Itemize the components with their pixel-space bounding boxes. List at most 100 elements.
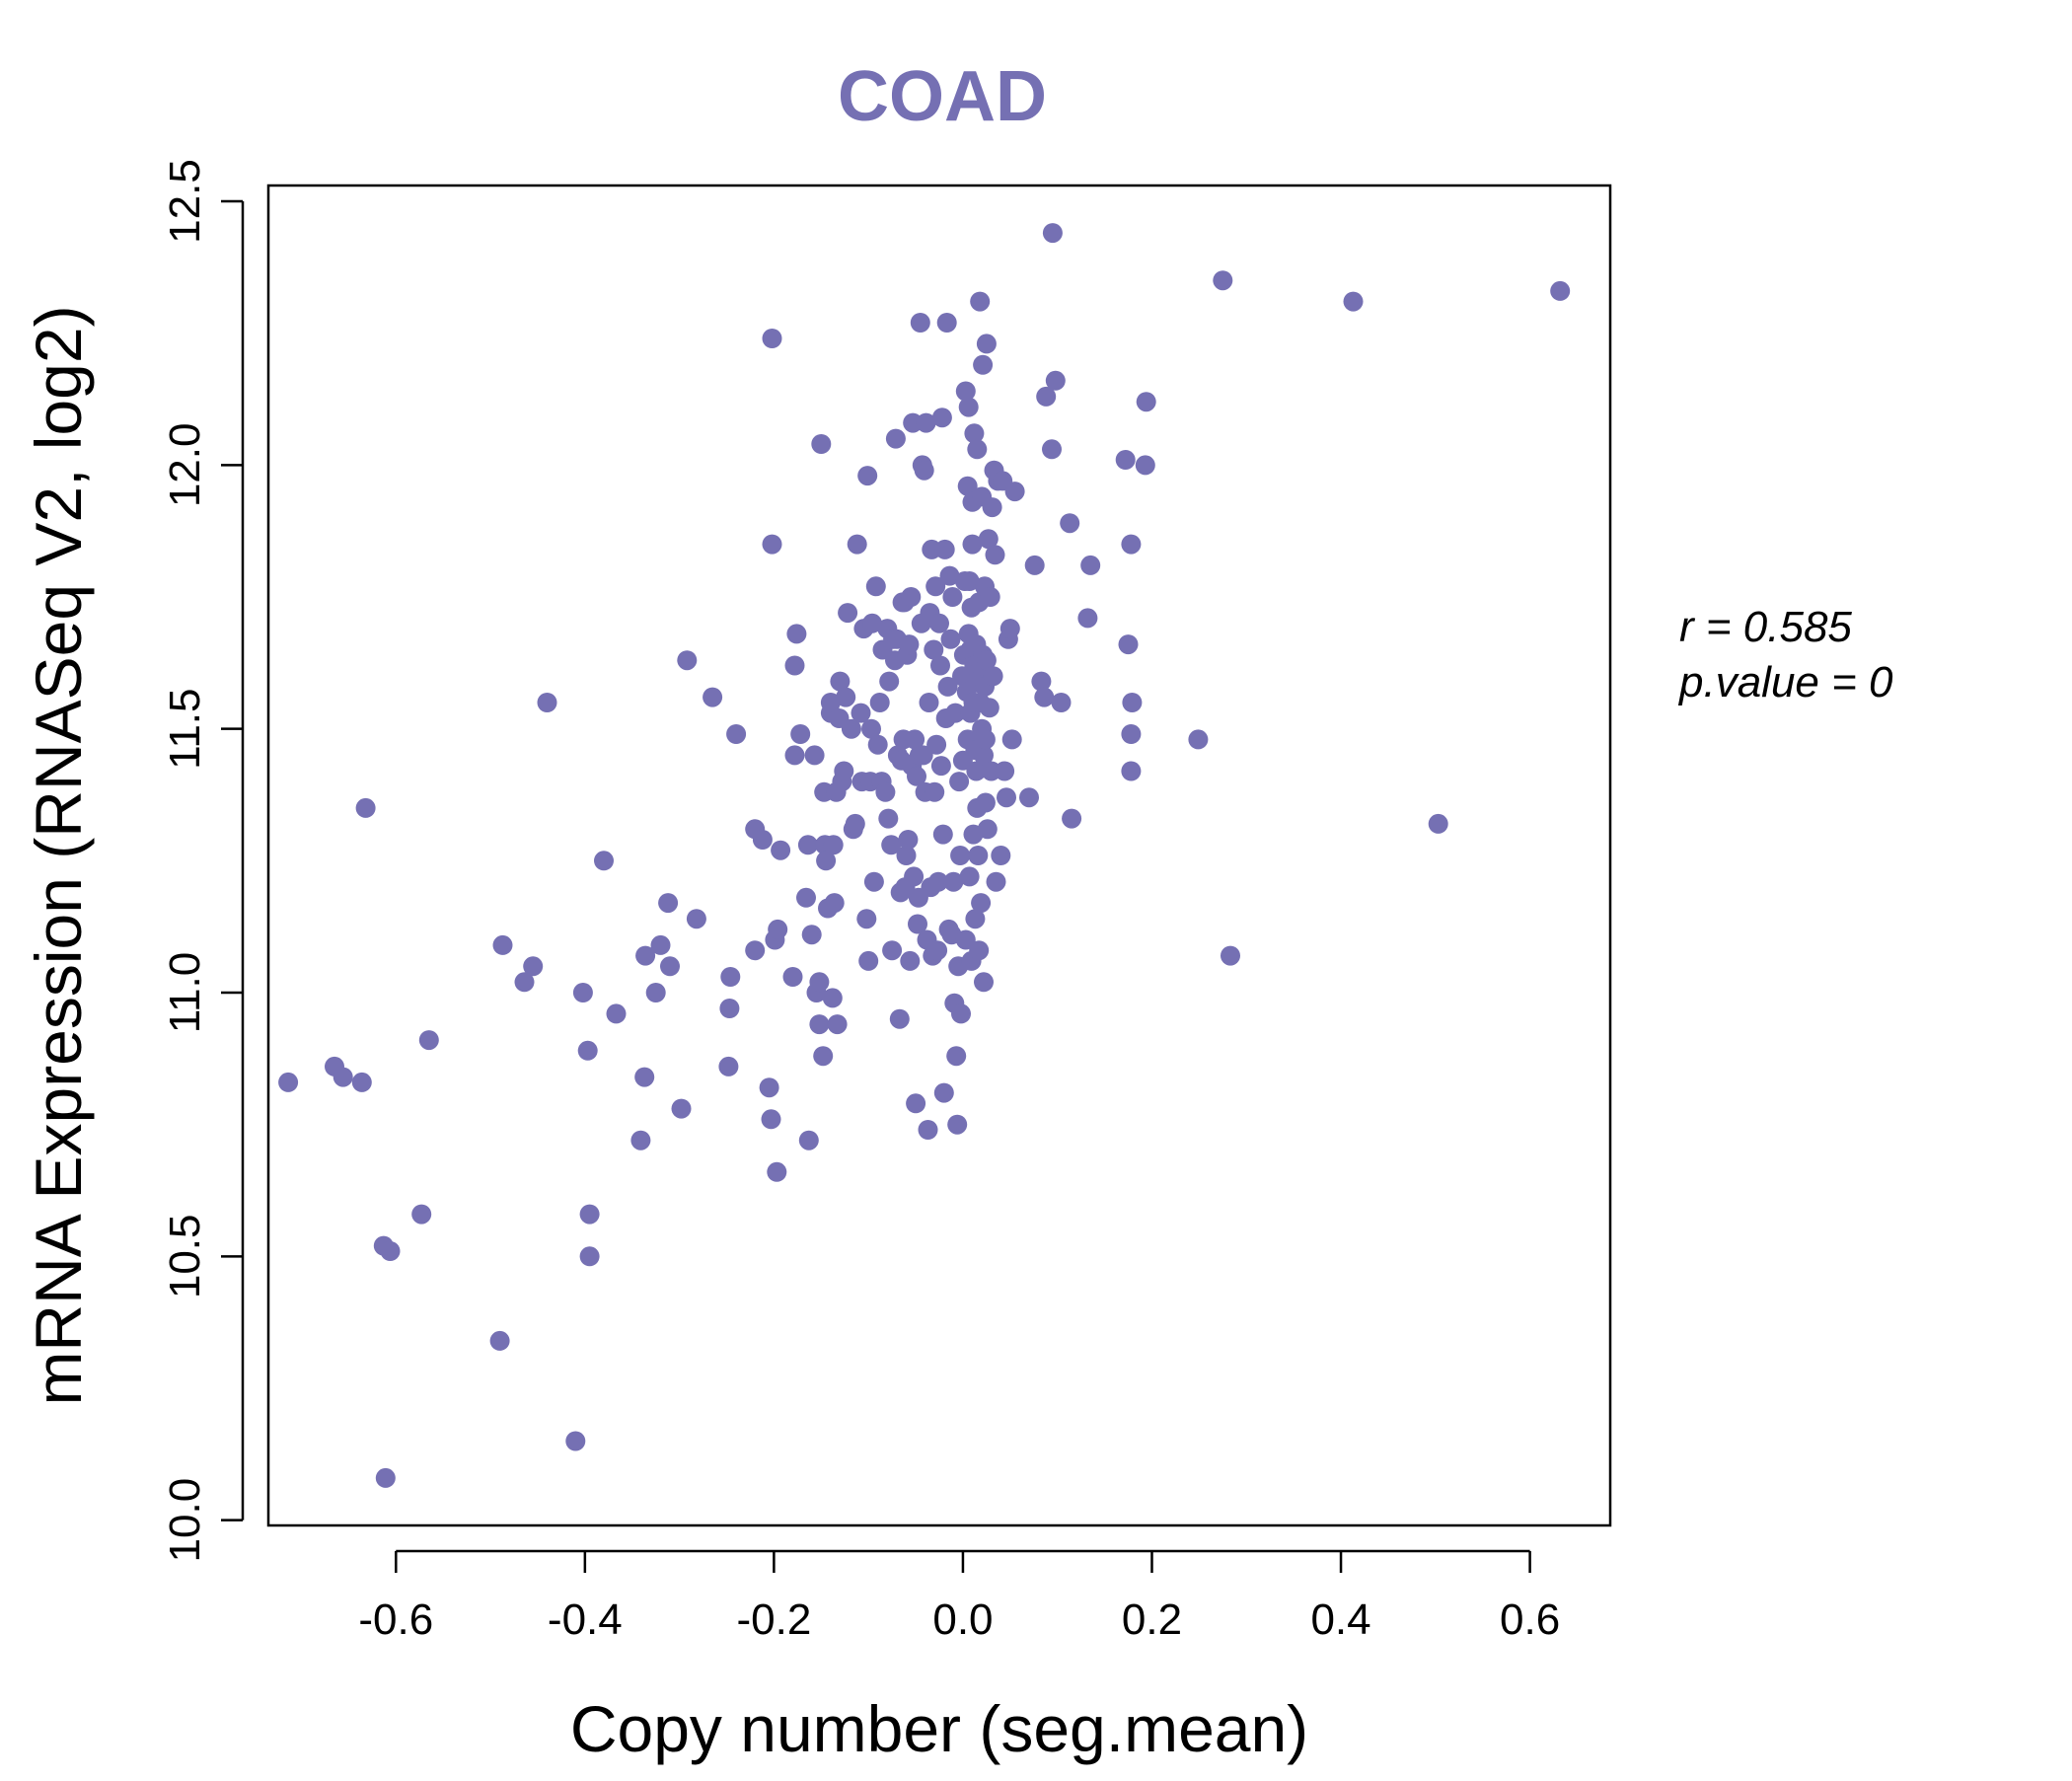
data-point <box>913 745 933 766</box>
x-axis-title: Copy number (seg.mean) <box>570 1692 1308 1765</box>
data-point <box>822 988 843 1008</box>
y-tick-label: 10.5 <box>161 1215 209 1299</box>
data-point <box>857 466 878 486</box>
data-point <box>964 423 985 444</box>
data-point <box>579 1246 600 1267</box>
y-tick-label: 12.5 <box>161 159 209 244</box>
data-point <box>658 893 679 914</box>
data-point <box>333 1067 353 1087</box>
data-point <box>943 871 964 892</box>
data-point <box>1031 671 1052 692</box>
data-point <box>1136 392 1156 412</box>
data-point <box>861 718 881 739</box>
x-axis: -0.6 -0.4 -0.2 0.0 0.2 0.4 0.6 <box>358 1549 1560 1644</box>
data-point <box>813 1046 834 1067</box>
data-point <box>973 354 994 375</box>
data-point <box>862 613 882 633</box>
data-point <box>645 983 666 1002</box>
y-tick-label: 10.0 <box>161 1478 209 1563</box>
data-point <box>974 745 994 766</box>
data-point <box>940 629 961 649</box>
data-point <box>797 835 818 855</box>
data-point <box>863 871 884 892</box>
data-point <box>762 329 782 348</box>
data-point <box>875 781 896 802</box>
data-point <box>976 650 997 671</box>
data-point <box>847 534 867 555</box>
data-point <box>869 693 890 712</box>
data-point <box>907 766 926 786</box>
data-point <box>782 967 803 987</box>
data-point <box>908 914 927 934</box>
data-point <box>901 587 922 607</box>
data-point <box>355 797 376 818</box>
data-point <box>955 381 976 402</box>
data-point <box>634 1067 655 1087</box>
data-point <box>951 1003 971 1024</box>
data-point <box>1024 555 1045 575</box>
y-axis: 10.0 10.5 11.0 11.5 12.0 12.5 <box>161 159 245 1563</box>
data-point <box>1034 687 1055 707</box>
data-point <box>933 1082 954 1103</box>
data-point <box>650 934 671 955</box>
data-point <box>969 940 990 961</box>
data-point <box>976 334 997 354</box>
data-point <box>790 724 811 744</box>
data-point <box>577 1040 598 1061</box>
data-point <box>489 1330 510 1351</box>
data-point <box>492 934 513 955</box>
data-point <box>904 866 925 887</box>
data-point <box>967 439 988 460</box>
data-point <box>1019 787 1039 808</box>
data-point <box>761 1109 781 1130</box>
data-point <box>1062 808 1082 829</box>
data-point <box>798 1130 819 1150</box>
data-point <box>885 428 906 449</box>
data-point <box>1042 439 1062 460</box>
data-point <box>606 1003 627 1024</box>
data-point <box>983 666 1003 687</box>
data-point <box>1080 555 1101 575</box>
data-point <box>786 624 807 644</box>
data-point <box>982 497 1002 518</box>
data-point <box>784 745 805 766</box>
y-axis-title: mRNA Expression (RNASeq V2, log2) <box>22 305 95 1405</box>
data-point <box>991 846 1011 865</box>
data-point <box>889 1008 910 1029</box>
data-point <box>523 956 544 977</box>
x-tick-label: -0.6 <box>358 1595 433 1644</box>
data-point <box>720 967 741 987</box>
data-point <box>411 1204 432 1224</box>
data-point <box>858 950 879 971</box>
data-point <box>927 940 948 961</box>
data-point <box>955 929 976 950</box>
data-point <box>945 703 966 723</box>
data-point <box>1060 513 1080 534</box>
data-point <box>375 1467 396 1488</box>
data-point <box>959 571 980 591</box>
data-point <box>1121 761 1142 781</box>
data-point <box>565 1431 586 1451</box>
data-point <box>1121 724 1142 744</box>
x-tick-label: -0.4 <box>548 1595 623 1644</box>
data-point <box>660 956 680 977</box>
data-point <box>931 408 952 428</box>
data-point <box>970 291 991 312</box>
data-point <box>898 830 919 850</box>
data-point <box>811 434 832 454</box>
data-point <box>752 830 773 850</box>
data-point <box>975 792 996 813</box>
data-point <box>930 756 951 777</box>
data-point <box>916 412 936 433</box>
data-point <box>768 919 788 939</box>
p-value-annotation: p.value = 0 <box>1677 658 1893 706</box>
data-point <box>1036 386 1057 407</box>
data-point <box>978 529 999 550</box>
data-point <box>801 925 822 945</box>
data-point <box>762 534 782 555</box>
data-point <box>997 787 1016 808</box>
data-point <box>985 545 1005 565</box>
data-point <box>1115 450 1136 470</box>
data-point <box>278 1072 299 1092</box>
